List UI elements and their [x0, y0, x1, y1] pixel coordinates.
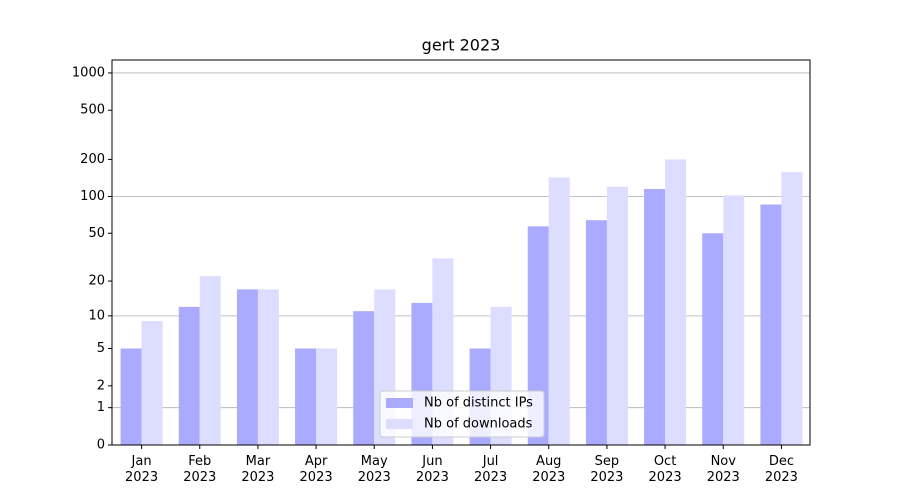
bar	[760, 204, 782, 445]
y-tick-label: 2	[97, 378, 105, 393]
bar	[548, 177, 570, 445]
legend-label: Nb of downloads	[424, 417, 533, 432]
bar	[257, 289, 279, 445]
y-tick-label: 100	[80, 189, 105, 204]
bar	[781, 172, 803, 445]
y-tick-label: 1	[97, 400, 105, 415]
x-tick-label: Feb 2023	[183, 454, 216, 485]
bar	[585, 220, 607, 445]
x-tick-label: Nov 2023	[707, 454, 740, 485]
y-tick-label: 10	[88, 308, 105, 323]
bar	[644, 189, 666, 445]
x-tick-label: Apr 2023	[300, 454, 333, 485]
y-tick-label: 1000	[72, 65, 105, 80]
x-tick-label: May 2023	[358, 454, 391, 485]
chart-title: gert 2023	[422, 36, 501, 55]
legend-swatch	[386, 398, 413, 408]
bar	[527, 226, 549, 445]
x-tick-label: Sep 2023	[590, 454, 623, 485]
plot-frame	[111, 59, 811, 446]
bar	[178, 306, 200, 445]
legend-swatch	[386, 419, 413, 429]
bar	[141, 320, 163, 445]
x-tick-label: Mar 2023	[241, 454, 274, 485]
bar	[236, 289, 258, 445]
bar	[199, 276, 221, 445]
y-tick-label: 20	[88, 274, 105, 289]
y-tick-label: 50	[88, 226, 105, 241]
legend-box	[379, 390, 545, 438]
bar	[606, 186, 628, 445]
bar	[665, 159, 687, 445]
x-tick-label: Jan 2023	[125, 454, 158, 485]
x-tick-label: Oct 2023	[649, 454, 682, 485]
bar	[316, 348, 338, 445]
bar	[353, 311, 375, 445]
y-tick-label: 500	[80, 103, 105, 118]
x-tick-label: Jul 2023	[474, 454, 507, 485]
bar	[120, 348, 142, 445]
x-tick-label: Dec 2023	[765, 454, 798, 485]
y-tick-label: 0	[97, 438, 105, 453]
y-tick-label: 200	[80, 152, 105, 167]
bar	[702, 233, 724, 445]
bar	[723, 195, 745, 445]
bar	[295, 348, 317, 445]
x-tick-label: Jun 2023	[416, 454, 449, 485]
y-tick-label: 5	[97, 341, 105, 356]
legend-label: Nb of distinct IPs	[424, 396, 533, 411]
x-tick-label: Aug 2023	[532, 454, 565, 485]
